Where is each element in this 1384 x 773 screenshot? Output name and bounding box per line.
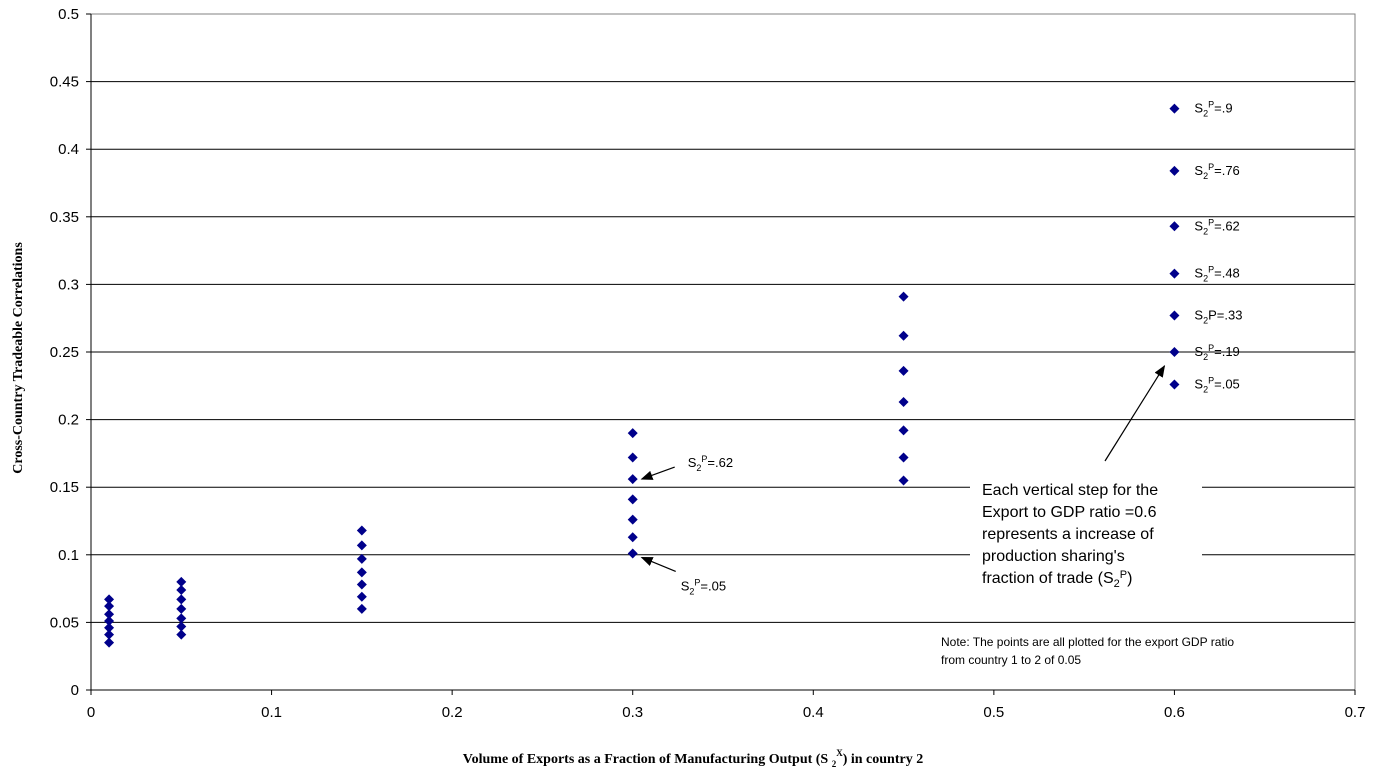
data-point bbox=[898, 291, 909, 302]
y-tick-label: 0.1 bbox=[58, 547, 79, 564]
data-point bbox=[627, 474, 638, 485]
annotation-line: Export to GDP ratio =0.6 bbox=[982, 504, 1157, 521]
data-point bbox=[356, 591, 367, 602]
x-tick-label: 0 bbox=[87, 704, 95, 721]
note-line: from country 1 to 2 of 0.05 bbox=[941, 653, 1081, 667]
data-point bbox=[104, 616, 115, 627]
data-point bbox=[356, 525, 367, 536]
data-point bbox=[898, 365, 909, 376]
y-tick-label: 0.4 bbox=[58, 141, 79, 158]
data-point bbox=[898, 330, 909, 341]
data-point bbox=[627, 514, 638, 525]
data-point bbox=[176, 613, 187, 624]
data-point bbox=[176, 584, 187, 595]
y-axis-title: Cross-Country Tradeable Correlations bbox=[11, 242, 26, 474]
annotation-box: Each vertical step for the Export to GDP … bbox=[970, 364, 1202, 606]
data-point bbox=[176, 629, 187, 640]
data-point bbox=[104, 601, 115, 612]
annotation-box-bg bbox=[970, 474, 1202, 606]
data-point bbox=[898, 397, 909, 408]
arrow-line bbox=[640, 466, 675, 480]
y-tick-label: 0.5 bbox=[58, 6, 79, 23]
arrow-annotations: S2P=.62 S2P=.05 bbox=[640, 454, 733, 596]
data-point bbox=[176, 621, 187, 632]
data-point bbox=[176, 603, 187, 614]
point-labels: S2P=.9 S2P=.76 S2P=.62 S2P=.48 S2P=.33 S2P=.1… bbox=[1194, 100, 1242, 395]
data-point bbox=[356, 567, 367, 578]
x-tick-label: 0.3 bbox=[622, 704, 643, 721]
data-point bbox=[104, 594, 115, 605]
axis-titles: Volume of Exports as a Fraction of Manuf… bbox=[11, 242, 923, 769]
data-point bbox=[104, 622, 115, 633]
point-label: S2P=.9 bbox=[1194, 100, 1232, 119]
y-tick-label: 0.25 bbox=[50, 344, 79, 361]
data-point bbox=[104, 609, 115, 620]
y-tick-label: 0.2 bbox=[58, 412, 79, 429]
point-label: S2P=.33 bbox=[1194, 307, 1242, 325]
annotation-arrow bbox=[1104, 364, 1166, 462]
annotation-line: represents a increase of bbox=[982, 526, 1154, 543]
point-label: S2P=.76 bbox=[1194, 162, 1239, 181]
point-label: S2P=.48 bbox=[1194, 265, 1239, 284]
point-label: S2P=.19 bbox=[1194, 343, 1239, 362]
point-label: S2P=.05 bbox=[1194, 375, 1239, 394]
data-point bbox=[1169, 221, 1180, 232]
annotation-line: production sharing's bbox=[982, 548, 1125, 565]
arrow-label: S2P=.05 bbox=[681, 577, 726, 596]
data-point bbox=[627, 532, 638, 543]
data-point bbox=[1169, 379, 1180, 390]
data-points bbox=[104, 103, 1180, 648]
data-point bbox=[898, 475, 909, 486]
note-line: Note: The points are all plotted for the… bbox=[941, 635, 1234, 649]
data-point bbox=[627, 494, 638, 505]
annotation-line: Each vertical step for the bbox=[982, 482, 1158, 499]
y-tick-labels: 0 0.05 0.1 0.15 0.2 0.25 0.3 0.35 0.4 0.45 0.5 bbox=[50, 6, 91, 699]
x-tick-labels: 0 0.1 0.2 0.3 0.4 0.5 0.6 0.7 bbox=[87, 690, 1366, 721]
data-point bbox=[356, 603, 367, 614]
x-tick-label: 0.2 bbox=[442, 704, 463, 721]
data-point bbox=[176, 576, 187, 587]
x-tick-label: 0.6 bbox=[1164, 704, 1185, 721]
x-axis-title: Volume of Exports as a Fraction of Manuf… bbox=[463, 748, 923, 769]
x-tick-label: 0.1 bbox=[261, 704, 282, 721]
data-point bbox=[1169, 268, 1180, 279]
data-point bbox=[1169, 310, 1180, 321]
y-tick-label: 0 bbox=[71, 682, 79, 699]
data-point bbox=[1169, 165, 1180, 176]
data-point bbox=[898, 425, 909, 436]
y-tick-label: 0.15 bbox=[50, 479, 79, 496]
x-tick-label: 0.5 bbox=[983, 704, 1004, 721]
data-point bbox=[1169, 347, 1180, 357]
annotation-line: fraction of trade (S2P) bbox=[982, 569, 1132, 590]
data-point bbox=[1169, 103, 1180, 114]
y-tick-label: 0.35 bbox=[50, 209, 79, 226]
data-point bbox=[627, 452, 638, 463]
x-tick-label: 0.4 bbox=[803, 704, 824, 721]
data-point bbox=[627, 428, 638, 439]
data-point bbox=[356, 553, 367, 564]
data-point bbox=[356, 579, 367, 590]
y-tick-label: 0.45 bbox=[50, 74, 79, 91]
point-label: S2P=.62 bbox=[1194, 217, 1239, 236]
data-point bbox=[176, 594, 187, 605]
chart-note: Note: The points are all plotted for the… bbox=[941, 635, 1234, 667]
data-point bbox=[627, 548, 638, 559]
arrow-line bbox=[640, 556, 676, 573]
data-point bbox=[356, 540, 367, 551]
arrow-label: S2P=.62 bbox=[688, 454, 733, 473]
y-tick-label: 0.05 bbox=[50, 614, 79, 631]
data-point bbox=[104, 637, 115, 648]
x-tick-label: 0.7 bbox=[1345, 704, 1366, 721]
data-point bbox=[104, 629, 115, 640]
y-tick-label: 0.3 bbox=[58, 276, 79, 293]
data-point bbox=[898, 452, 909, 463]
